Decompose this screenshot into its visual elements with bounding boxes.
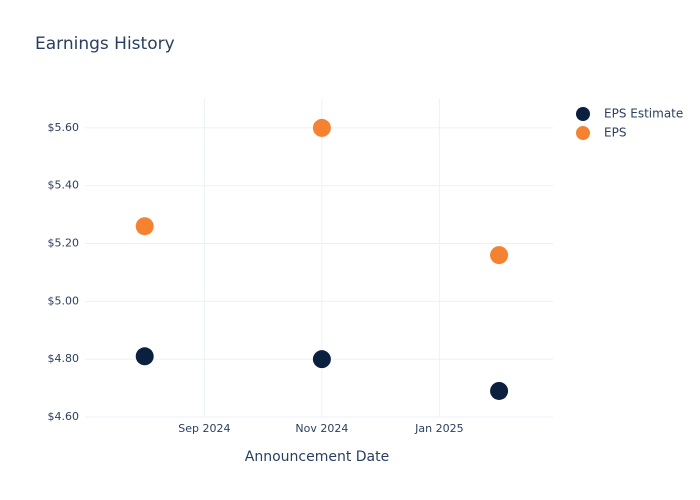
point: [312, 118, 331, 137]
point: [490, 381, 509, 400]
point: [490, 246, 509, 265]
y-tick-label: $5.60: [48, 121, 80, 134]
legend-label: EPS Estimate: [604, 107, 683, 121]
y-tick-label: $5.20: [48, 237, 80, 250]
point: [135, 217, 154, 236]
y-tick-label: $4.60: [48, 410, 80, 423]
point: [312, 350, 331, 369]
point: [135, 347, 154, 366]
x-tick-label: Jan 2025: [414, 422, 463, 435]
x-axis-label: Announcement Date: [245, 449, 389, 465]
x-tick-label: Nov 2024: [295, 422, 348, 435]
x-tick-label: Sep 2024: [178, 422, 230, 435]
y-tick-label: $5.00: [48, 294, 80, 307]
legend-marker: [576, 126, 590, 140]
legend-marker: [576, 107, 590, 121]
chart-title: Earnings History: [35, 34, 175, 54]
y-tick-label: $4.80: [48, 352, 80, 365]
legend-label: EPS: [604, 126, 626, 140]
y-tick-label: $5.40: [48, 179, 80, 192]
